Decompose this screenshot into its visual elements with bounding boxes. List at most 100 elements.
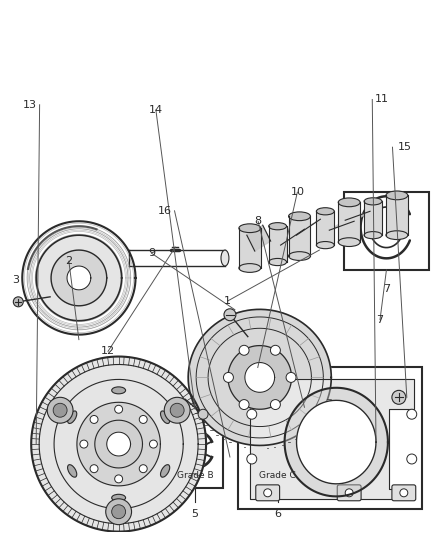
Circle shape: [223, 373, 233, 382]
Bar: [167, 422, 223, 488]
Bar: [344, 192, 429, 270]
Polygon shape: [285, 388, 388, 496]
Circle shape: [264, 489, 272, 497]
Text: 12: 12: [101, 346, 115, 357]
FancyBboxPatch shape: [239, 228, 261, 268]
Polygon shape: [36, 235, 122, 321]
Text: Grade C: Grade C: [259, 471, 296, 480]
Text: 1: 1: [224, 296, 231, 306]
FancyBboxPatch shape: [386, 196, 408, 235]
Polygon shape: [281, 219, 320, 245]
Circle shape: [149, 440, 157, 448]
Text: 7: 7: [377, 314, 384, 325]
Ellipse shape: [67, 411, 77, 424]
Ellipse shape: [364, 198, 382, 205]
Text: 2: 2: [65, 256, 72, 266]
Text: 16: 16: [158, 206, 172, 216]
Circle shape: [270, 345, 280, 356]
Text: 5: 5: [191, 509, 198, 519]
Circle shape: [13, 297, 23, 307]
Circle shape: [345, 489, 353, 497]
Bar: [84, 422, 141, 488]
Ellipse shape: [289, 212, 311, 221]
Polygon shape: [107, 432, 131, 456]
Circle shape: [239, 345, 249, 356]
Circle shape: [224, 309, 236, 321]
Circle shape: [112, 505, 126, 519]
Polygon shape: [329, 211, 370, 230]
Circle shape: [400, 489, 408, 497]
Ellipse shape: [67, 465, 77, 477]
Circle shape: [90, 465, 98, 473]
Polygon shape: [250, 379, 414, 499]
Circle shape: [115, 405, 123, 413]
FancyBboxPatch shape: [337, 485, 361, 501]
Circle shape: [115, 475, 123, 483]
Text: Grade B: Grade B: [177, 471, 213, 480]
FancyBboxPatch shape: [316, 211, 334, 245]
Text: 14: 14: [149, 105, 163, 115]
Text: 8: 8: [254, 216, 262, 227]
Circle shape: [392, 390, 406, 404]
Text: 11: 11: [375, 94, 389, 104]
FancyBboxPatch shape: [392, 485, 416, 501]
Polygon shape: [77, 402, 160, 486]
Ellipse shape: [364, 231, 382, 239]
Circle shape: [47, 397, 73, 423]
Polygon shape: [228, 345, 292, 409]
Ellipse shape: [316, 241, 334, 249]
FancyBboxPatch shape: [338, 203, 360, 242]
FancyBboxPatch shape: [268, 226, 286, 262]
Circle shape: [139, 465, 147, 473]
Ellipse shape: [160, 465, 170, 477]
Text: 6: 6: [274, 509, 281, 519]
Text: 9: 9: [148, 248, 155, 259]
Polygon shape: [297, 400, 376, 484]
Text: 7: 7: [383, 284, 390, 294]
Ellipse shape: [316, 208, 334, 215]
Text: 15: 15: [397, 142, 411, 152]
Ellipse shape: [386, 231, 408, 239]
Circle shape: [407, 409, 417, 419]
Circle shape: [247, 409, 257, 419]
Ellipse shape: [386, 191, 408, 200]
Circle shape: [53, 403, 67, 417]
Text: Grade A: Grade A: [94, 471, 131, 480]
Ellipse shape: [160, 411, 170, 424]
Text: 4: 4: [109, 509, 116, 519]
FancyBboxPatch shape: [364, 201, 382, 235]
Ellipse shape: [239, 224, 261, 232]
Ellipse shape: [268, 223, 286, 230]
Polygon shape: [245, 362, 275, 392]
Circle shape: [407, 454, 417, 464]
FancyBboxPatch shape: [256, 485, 279, 501]
Text: 3: 3: [12, 274, 19, 285]
Bar: [238, 367, 422, 508]
Circle shape: [247, 454, 257, 464]
Polygon shape: [31, 357, 206, 531]
FancyBboxPatch shape: [289, 216, 311, 256]
Circle shape: [286, 373, 296, 382]
Ellipse shape: [268, 259, 286, 265]
Circle shape: [106, 499, 131, 524]
Polygon shape: [95, 420, 142, 468]
Text: 10: 10: [290, 187, 304, 197]
Circle shape: [80, 440, 88, 448]
Circle shape: [164, 397, 190, 423]
Circle shape: [239, 400, 249, 409]
Ellipse shape: [221, 250, 229, 266]
Bar: [250, 422, 306, 488]
Ellipse shape: [289, 252, 311, 261]
Polygon shape: [67, 266, 91, 290]
Ellipse shape: [112, 494, 126, 501]
Circle shape: [270, 400, 280, 409]
Text: 13: 13: [23, 100, 37, 110]
Ellipse shape: [338, 198, 360, 207]
Circle shape: [90, 415, 98, 423]
Ellipse shape: [338, 238, 360, 246]
Circle shape: [170, 403, 184, 417]
Polygon shape: [247, 225, 271, 251]
Ellipse shape: [239, 264, 261, 272]
Polygon shape: [51, 250, 107, 306]
Circle shape: [198, 409, 208, 419]
